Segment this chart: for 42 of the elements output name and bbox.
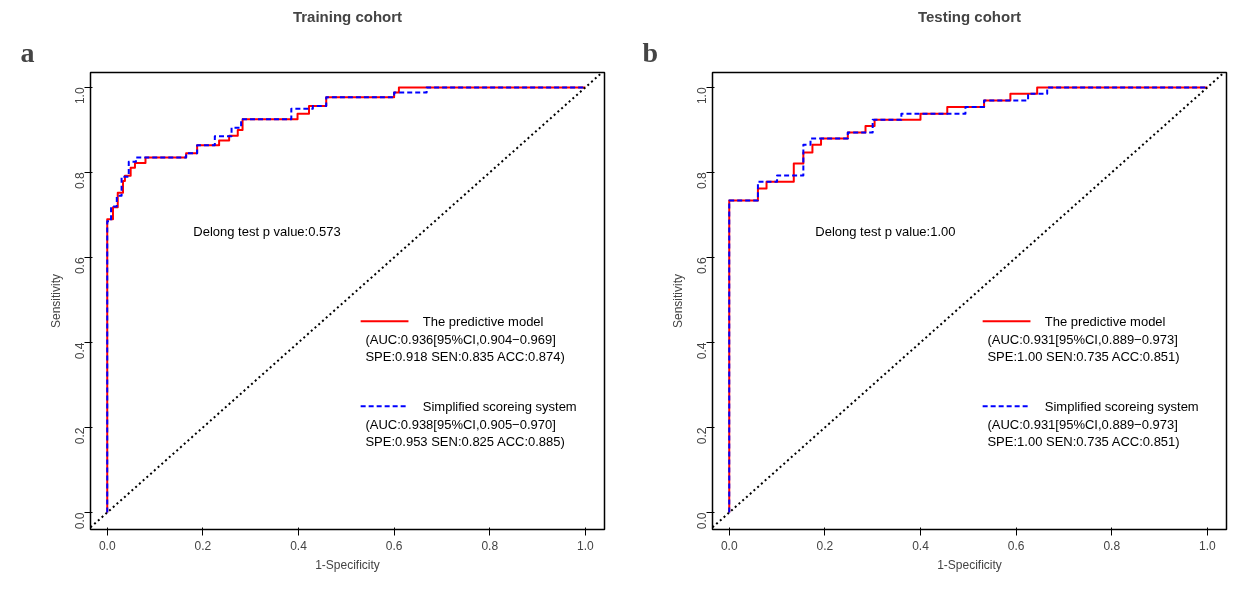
text: a bbox=[20, 36, 35, 68]
y-tick-label: 0.8 bbox=[695, 172, 709, 190]
annotation: (AUC:0.931[95%CI,0.889−0.973] SPE:1.00 SEN:0.735 ACC:0.851) bbox=[987, 331, 1180, 365]
x-tick-label: 0.6 bbox=[1007, 538, 1025, 553]
y-tick-label: 0.4 bbox=[73, 342, 87, 360]
legend-label: Simplified scoreing system bbox=[422, 398, 577, 414]
x-tick-label: 0.4 bbox=[912, 538, 930, 553]
x-tick-label: 0.8 bbox=[1103, 538, 1121, 553]
x-tick-label: 0.8 bbox=[481, 538, 499, 553]
y-tick-label: 0.0 bbox=[695, 512, 709, 530]
y-tick-label: 0.6 bbox=[73, 257, 87, 275]
y-tick-label: 0.2 bbox=[695, 427, 709, 445]
x-tick-label: 0.2 bbox=[816, 538, 834, 553]
legend-label: The predictive model bbox=[1044, 313, 1166, 329]
legend-label: Simplified scoreing system bbox=[1044, 398, 1199, 414]
y-axis-title: Sensitivity bbox=[670, 273, 685, 329]
text: b bbox=[642, 36, 659, 68]
chart-title: Testing cohort bbox=[917, 7, 1022, 25]
y-tick-label: 0.6 bbox=[695, 257, 709, 275]
annotation: Delong test p value:0.573 bbox=[193, 224, 341, 240]
y-tick-label: 1.0 bbox=[73, 87, 87, 105]
x-tick-label: 0.0 bbox=[98, 538, 116, 553]
x-axis-title: 1-Specificity bbox=[937, 557, 1002, 572]
y-tick-label: 0.2 bbox=[73, 427, 87, 445]
x-tick-label: 1.0 bbox=[1199, 538, 1217, 553]
legend-label: The predictive model bbox=[422, 313, 544, 329]
annotation: Delong test p value:1.00 bbox=[815, 224, 956, 240]
x-tick-label: 0.0 bbox=[720, 538, 738, 553]
annotation: (AUC:0.936[95%CI,0.904−0.969] SPE:0.918 SEN:0.835 ACC:0.874) bbox=[365, 331, 565, 365]
x-tick-label: 1.0 bbox=[577, 538, 595, 553]
y-tick-label: 0.0 bbox=[73, 512, 87, 530]
x-tick-label: 0.6 bbox=[385, 538, 403, 553]
x-tick-label: 0.4 bbox=[290, 538, 308, 553]
y-tick-label: 0.4 bbox=[695, 342, 709, 360]
y-tick-label: 0.8 bbox=[73, 172, 87, 190]
annotation: (AUC:0.938[95%CI,0.905−0.970] SPE:0.953 SEN:0.825 ACC:0.885) bbox=[365, 416, 565, 450]
chart-title: Training cohort bbox=[292, 7, 403, 25]
annotation: (AUC:0.931[95%CI,0.889−0.973] SPE:1.00 SEN:0.735 ACC:0.851) bbox=[987, 416, 1180, 450]
y-axis-title: Sensitivity bbox=[48, 273, 63, 329]
y-tick-label: 1.0 bbox=[695, 87, 709, 105]
x-axis-title: 1-Specificity bbox=[315, 557, 380, 572]
x-tick-label: 0.2 bbox=[194, 538, 212, 553]
